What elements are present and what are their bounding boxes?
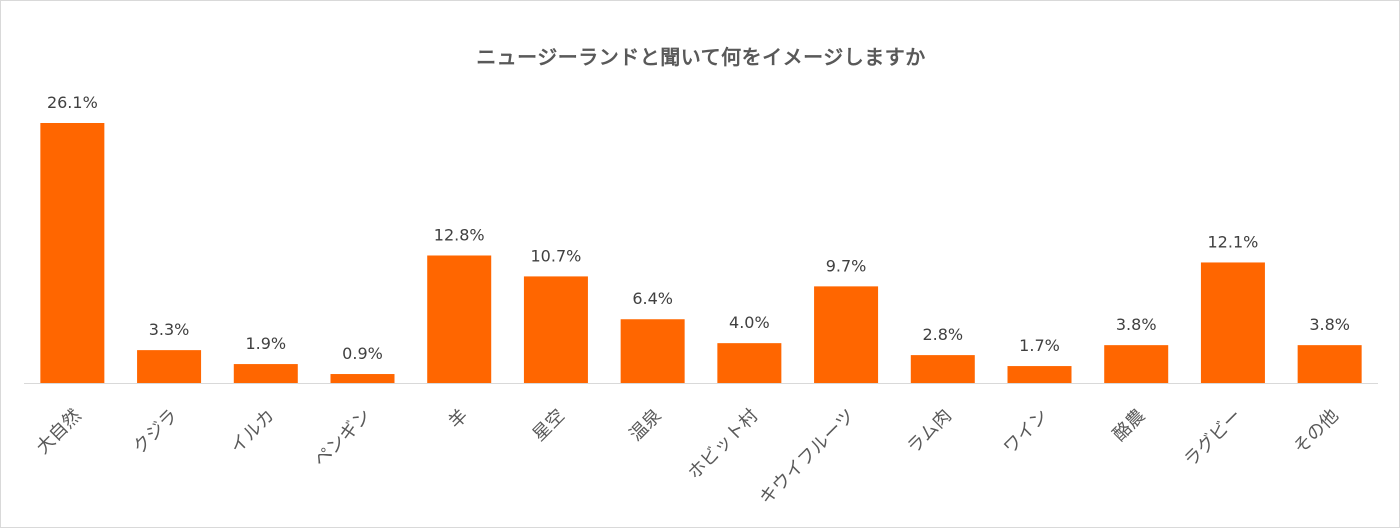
data-label-5: 10.7% [531, 246, 582, 265]
data-label-1: 3.3% [149, 320, 190, 339]
bar-10 [1007, 366, 1072, 383]
bar-4 [427, 255, 492, 383]
bar-9 [910, 355, 975, 383]
data-label-10: 1.7% [1019, 336, 1060, 355]
category-label-8: キウイフルーツ [755, 405, 859, 509]
category-label-7: ホビット村 [684, 405, 762, 483]
data-label-11: 3.8% [1116, 315, 1157, 334]
bar-7 [717, 343, 782, 383]
data-label-7: 4.0% [729, 313, 770, 332]
category-label-6: 温泉 [625, 405, 665, 445]
category-label-2: イルカ [226, 405, 279, 458]
category-label-13: その他 [1290, 405, 1343, 458]
bar-1 [137, 350, 202, 383]
data-label-12: 12.1% [1208, 232, 1259, 251]
category-label-4: 羊 [445, 405, 473, 433]
bar-5 [523, 276, 588, 383]
bar-2 [233, 364, 298, 383]
bar-11 [1104, 345, 1169, 383]
bar-12 [1200, 262, 1265, 383]
category-label-9: ラム肉 [903, 405, 956, 458]
bar-8 [814, 286, 879, 383]
category-label-0: 大自然 [32, 405, 85, 458]
data-label-0: 26.1% [47, 93, 98, 112]
bar-3 [330, 374, 395, 383]
category-label-5: 星空 [529, 405, 569, 445]
data-label-13: 3.8% [1309, 315, 1350, 334]
data-label-2: 1.9% [245, 334, 286, 353]
data-label-8: 9.7% [826, 256, 867, 275]
data-label-3: 0.9% [342, 344, 383, 363]
category-label-1: クジラ [129, 405, 182, 458]
category-label-12: ラグビー [1180, 405, 1246, 471]
data-label-9: 2.8% [922, 325, 963, 344]
bar-0 [40, 123, 105, 383]
bar-13 [1297, 345, 1362, 383]
category-label-10: ワイン [1000, 405, 1053, 458]
category-label-3: ペンギン [310, 405, 376, 471]
data-label-4: 12.8% [434, 225, 485, 244]
data-label-6: 6.4% [632, 289, 673, 308]
category-label-11: 酪農 [1109, 405, 1149, 445]
chart-title: ニュージーランドと聞いて何をイメージしますか [476, 45, 926, 69]
bar-6 [620, 319, 685, 383]
